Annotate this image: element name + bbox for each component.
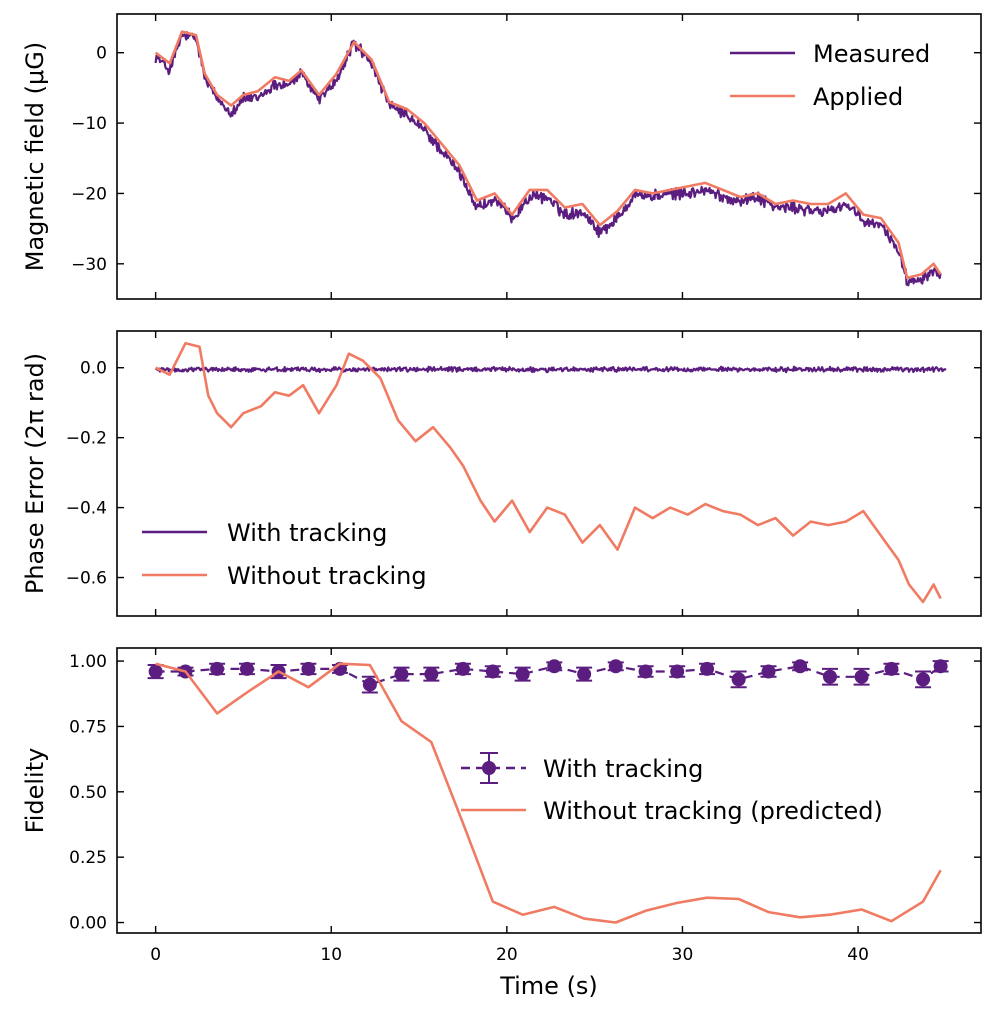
data-point — [209, 661, 226, 676]
phase-error-series — [154, 341, 947, 604]
series-line-with-tracking — [154, 365, 947, 374]
data-marker — [700, 661, 715, 676]
data-point — [637, 664, 654, 679]
data-point — [699, 661, 716, 676]
data-point — [454, 661, 471, 676]
data-marker — [424, 667, 439, 682]
legend-label-without-tracking: Without tracking — [227, 562, 427, 590]
data-point — [576, 666, 593, 682]
data-marker — [731, 672, 746, 687]
data-marker — [515, 667, 530, 682]
legend-label-without-tracking-predicted: Without tracking (predicted) — [543, 797, 883, 825]
data-marker — [301, 661, 316, 676]
magnetic-field-ticks: 0 −10 −20 −30 — [71, 14, 981, 299]
data-marker — [455, 661, 470, 676]
data-marker — [761, 664, 776, 679]
data-point — [792, 659, 809, 674]
fidelity-series — [147, 659, 949, 924]
data-point — [300, 661, 317, 676]
data-marker — [608, 659, 623, 674]
phase-error-legend: With tracking Without tracking — [142, 519, 427, 590]
time-xlabel: Time (s) — [499, 972, 598, 1000]
data-point — [514, 666, 531, 682]
data-point — [361, 675, 378, 694]
data-marker — [547, 659, 562, 674]
fidelity-legend: With tracking Without tracking (predicte… — [461, 752, 883, 825]
data-point — [883, 661, 900, 676]
phase-error-panel: 0.0 −0.2 −0.4 −0.6 Phase Error (2π rad) Wit… — [21, 330, 982, 617]
y-tick-label: 0.0 — [80, 359, 107, 379]
data-marker — [362, 677, 377, 692]
y-tick-label: 0.25 — [69, 848, 107, 868]
data-marker — [577, 667, 592, 682]
data-point — [546, 659, 563, 674]
y-tick-label: −10 — [71, 114, 107, 134]
data-point — [147, 663, 164, 680]
y-tick-label: −0.4 — [66, 499, 107, 519]
data-marker — [394, 667, 409, 682]
data-point — [730, 670, 747, 689]
plot-frame — [116, 647, 982, 934]
fidelity-panel: 0 10 20 30 40 0.00 0.25 0.50 0.75 1.00 Fidelity T… — [21, 647, 982, 1000]
fidelity-ylabel: Fidelity — [21, 748, 49, 834]
data-marker — [854, 669, 869, 684]
phase-error-ylabel: Phase Error (2π rad) — [21, 353, 49, 594]
data-marker — [148, 664, 163, 679]
data-point — [393, 666, 410, 682]
data-point — [484, 664, 501, 679]
data-marker — [884, 661, 899, 676]
y-tick-label: 1.00 — [69, 652, 107, 672]
legend-label-with-tracking: With tracking — [227, 519, 387, 547]
data-marker — [916, 672, 931, 687]
y-tick-label: −0.2 — [66, 429, 107, 449]
x-tick-label: 20 — [496, 945, 518, 965]
y-tick-label: −20 — [71, 184, 107, 204]
data-point — [932, 659, 949, 674]
data-point — [915, 670, 932, 689]
x-tick-label: 40 — [847, 945, 869, 965]
legend-marker — [482, 761, 496, 775]
data-point — [821, 667, 838, 686]
plot-frame — [116, 13, 982, 300]
y-tick-label: −30 — [71, 255, 107, 275]
y-tick-label: −0.6 — [66, 569, 107, 589]
data-marker — [210, 661, 225, 676]
data-point — [669, 664, 686, 679]
magnetic-field-ylabel: Magnetic field (μG) — [21, 42, 49, 272]
data-marker — [638, 664, 653, 679]
y-tick-label: 0.50 — [69, 783, 107, 803]
y-tick-label: 0.00 — [69, 914, 107, 934]
x-tick-label: 0 — [150, 945, 161, 965]
magnetic-field-panel: 0 −10 −20 −30 Magnetic field (μG) Measured … — [21, 13, 982, 300]
data-point — [607, 659, 624, 674]
fidelity-ticks: 0 10 20 30 40 0.00 0.25 0.50 0.75 1.00 — [69, 648, 981, 965]
series-line-without-tracking-predicted — [155, 662, 942, 924]
data-marker — [239, 661, 254, 676]
data-point — [853, 667, 870, 686]
data-marker — [822, 669, 837, 684]
plot-frame — [116, 330, 982, 617]
y-tick-label: 0.75 — [69, 717, 107, 737]
legend-label-applied: Applied — [813, 83, 903, 111]
data-marker — [793, 659, 808, 674]
y-tick-label: 0 — [96, 44, 107, 64]
phase-error-ticks: 0.0 −0.2 −0.4 −0.6 — [66, 331, 981, 616]
data-marker — [485, 664, 500, 679]
legend-label-measured: Measured — [813, 40, 930, 68]
x-tick-label: 10 — [320, 945, 342, 965]
series-line-measured — [154, 31, 942, 287]
magnetic-field-legend: Measured Applied — [730, 40, 930, 111]
series-line-without-tracking — [155, 341, 942, 604]
data-marker — [670, 664, 685, 679]
magnetic-field-series — [154, 30, 942, 287]
legend-label-with-tracking-fidelity: With tracking — [543, 755, 703, 783]
series-line-applied — [154, 30, 942, 280]
data-point — [238, 661, 255, 676]
data-point — [423, 666, 440, 682]
data-marker — [933, 659, 948, 674]
x-tick-label: 30 — [672, 945, 694, 965]
data-point — [760, 664, 777, 679]
